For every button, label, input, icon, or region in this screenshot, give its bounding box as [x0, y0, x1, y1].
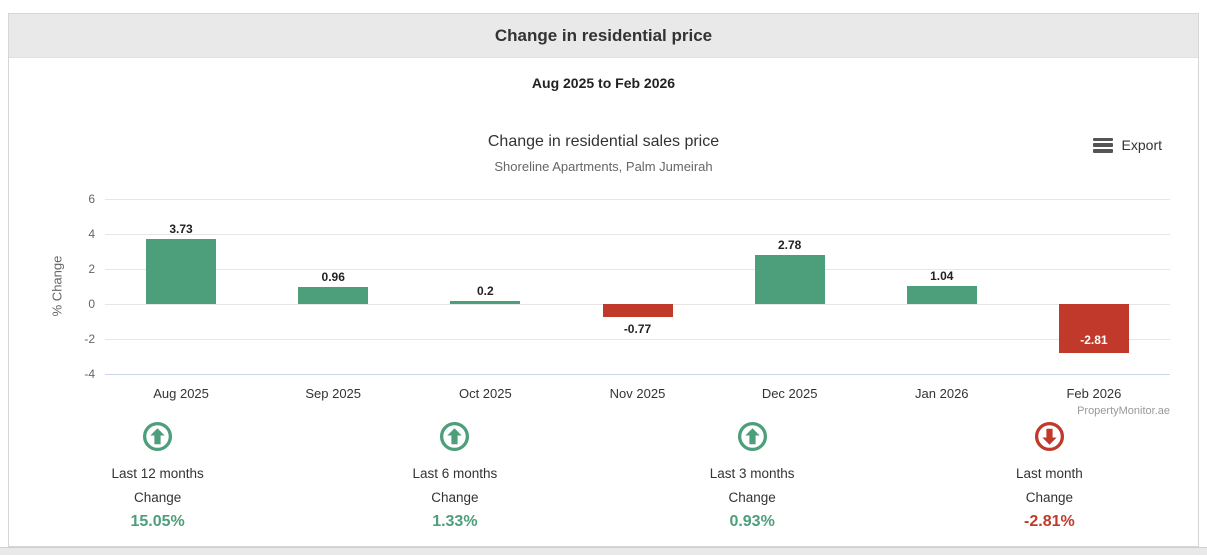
- chart-bar-oct-2025[interactable]: [450, 300, 521, 304]
- x-axis-label: Nov 2025: [609, 386, 666, 401]
- gridline: [105, 269, 1170, 270]
- y-axis-tick-label: 0: [88, 297, 95, 311]
- summary-change-label: Change: [133, 490, 182, 505]
- bar-value-label: 1.04: [930, 268, 954, 283]
- bar-value-label: -2.81: [1080, 333, 1108, 348]
- summary-value: 0.93%: [729, 513, 775, 530]
- summary-item-last-6-months: Last 6 months Change 1.33%: [306, 421, 603, 531]
- x-axis-label: Jan 2026: [915, 386, 969, 401]
- summary-item-last-12-months: Last 12 months Change 15.05%: [9, 421, 306, 531]
- chart-container: Change in residential sales price Shorel…: [9, 95, 1198, 421]
- export-button[interactable]: Export: [1092, 137, 1162, 153]
- x-axis-label: Sep 2025: [305, 386, 362, 401]
- summary-item-last-month: Last month Change -2.81%: [901, 421, 1198, 531]
- x-axis-label: Aug 2025: [153, 386, 209, 401]
- summary-value: 15.05%: [130, 513, 185, 530]
- y-axis-tick-label: -4: [84, 367, 95, 381]
- trend-up-icon: [142, 421, 173, 452]
- summary-value: 1.33%: [432, 513, 478, 530]
- page-title: Change in residential price: [494, 25, 713, 45]
- bar-value-label: 0.2: [477, 283, 494, 298]
- summary-period-label: Last 12 months: [111, 466, 204, 481]
- gridline: [105, 339, 1170, 340]
- chart-title: Change in residential sales price: [487, 133, 720, 150]
- report-card: Change in residential price Aug 2025 to …: [8, 13, 1199, 547]
- chart-subtitle: Shoreline Apartments, Palm Jumeirah: [494, 159, 713, 174]
- trend-up-icon: [737, 421, 768, 452]
- export-label: Export: [1121, 137, 1162, 153]
- date-range-subtitle: Aug 2025 to Feb 2026: [531, 75, 676, 91]
- trend-up-icon: [439, 421, 470, 452]
- bar-value-label: 3.73: [169, 221, 193, 236]
- page-header: Change in residential price: [9, 14, 1198, 58]
- summary-row: Last 12 months Change 15.05% Last 6 mont…: [9, 421, 1198, 531]
- chart-bar-dec-2025[interactable]: [754, 255, 825, 304]
- y-axis-tick-label: -2: [84, 332, 95, 346]
- credits-watermark: PropertyMonitor.ae: [1077, 405, 1170, 417]
- summary-item-last-3-months: Last 3 months Change 0.93%: [604, 421, 901, 531]
- y-axis-title: % Change: [49, 255, 65, 317]
- y-axis-tick-label: 4: [88, 227, 95, 241]
- plot-area: 6 4 2 0 -2 -4 3.73 Aug 2025 0.96 Sep 2025 0.2 Oct 2…: [84, 192, 1170, 401]
- summary-change-label: Change: [431, 490, 479, 505]
- y-axis-tick-label: 6: [88, 192, 95, 206]
- trend-down-icon: [1034, 421, 1065, 452]
- summary-period-label: Last month: [1015, 466, 1083, 481]
- gridline: [105, 199, 1170, 200]
- chart-bar-aug-2025[interactable]: [146, 238, 217, 304]
- chart-bar-jan-2026[interactable]: [906, 285, 977, 304]
- menu-hamburger-icon[interactable]: [1092, 137, 1113, 153]
- summary-value: -2.81%: [1024, 513, 1075, 530]
- y-axis-tick-label: 2: [88, 262, 95, 276]
- bar-value-label: -0.77: [623, 322, 652, 337]
- bar-value-label: 0.96: [321, 270, 345, 285]
- summary-change-label: Change: [728, 490, 776, 505]
- summary-change-label: Change: [1025, 490, 1074, 505]
- x-axis-label: Oct 2025: [458, 386, 512, 401]
- x-axis-label: Feb 2026: [1066, 386, 1122, 401]
- summary-period-label: Last 3 months: [709, 466, 795, 481]
- x-axis-label: Dec 2025: [761, 386, 818, 401]
- chart-bar-sep-2025[interactable]: [298, 287, 369, 304]
- chart-bar-nov-2025[interactable]: [602, 304, 673, 318]
- gridline: [105, 234, 1170, 235]
- bar-value-label: 2.78: [777, 238, 802, 253]
- chart-bar-feb-2026[interactable]: [1058, 304, 1129, 354]
- x-axis-line: [105, 374, 1170, 375]
- bottom-strip: [0, 547, 1207, 555]
- summary-period-label: Last 6 months: [412, 466, 498, 481]
